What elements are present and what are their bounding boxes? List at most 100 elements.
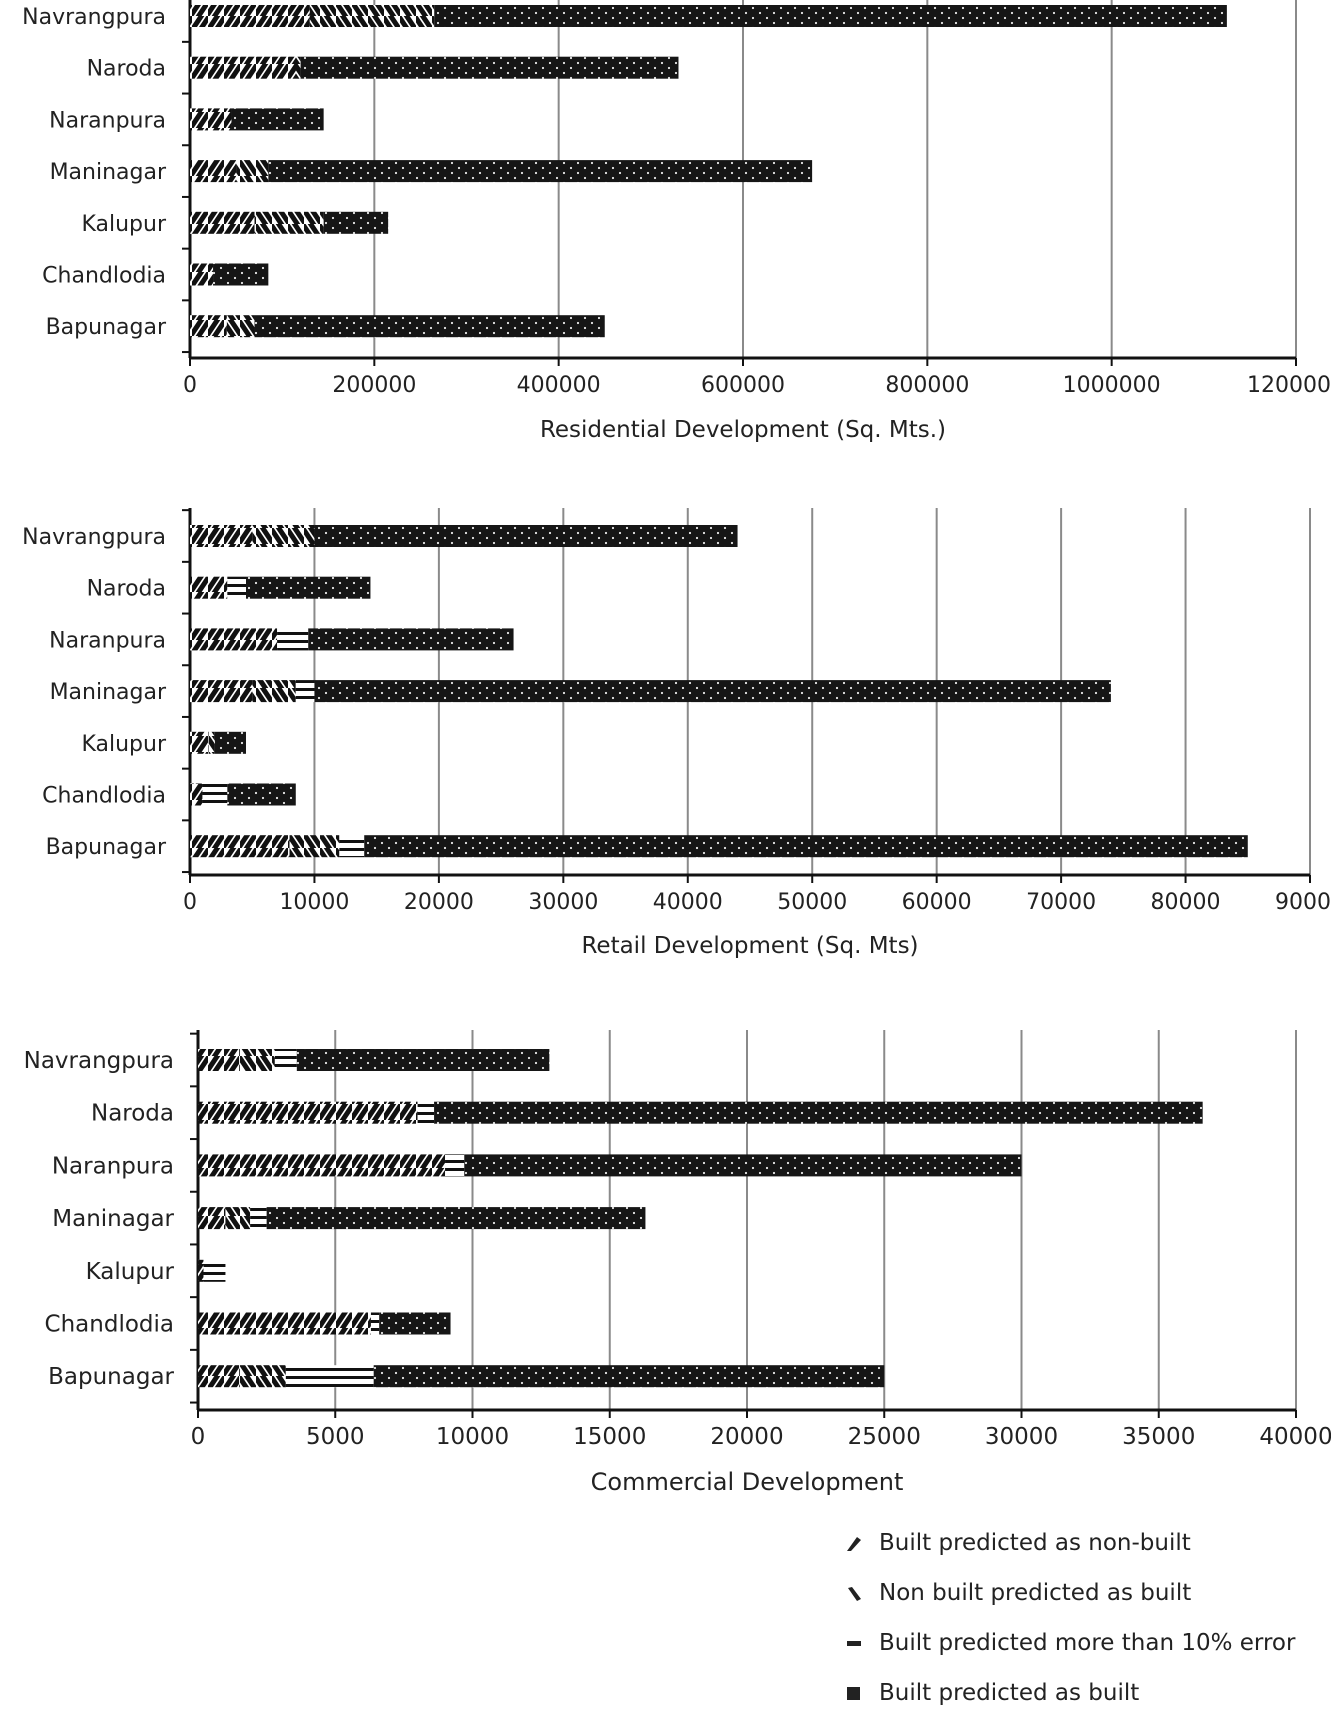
bar-segment-non-built [190,263,214,286]
bar-segment-non-built [190,680,253,703]
category-label: Chandlodia [42,784,166,809]
x-tick-label: 90000 [1275,890,1331,915]
bar-segment-non-built [198,1312,371,1335]
x-tick-label: 15000 [573,1424,646,1450]
legend-label: Built predicted more than 10% error [879,1630,1296,1656]
bar-segment-built-as-built [364,835,1248,858]
bar-segment-non-built-as-built [239,1365,286,1388]
bar-segment-non-built [198,1154,446,1177]
x-tick-label: 35000 [1122,1424,1195,1450]
category-label: Chandlodia [45,1312,174,1338]
x-tick-label: 400000 [517,373,601,398]
bar-segment-non-built-as-built [225,1207,251,1230]
x-tick-label: 10000 [279,890,349,915]
bar-segment-non-built-as-built [239,1049,275,1071]
bar-segment-built-as-built [373,1365,885,1388]
x-tick-label: 30000 [985,1424,1058,1450]
bar-segment-non-built-as-built [236,160,269,183]
legend-label: Built predicted as non-built [879,1530,1191,1556]
category-label: Naranpura [49,108,166,133]
bar-segment-error-10 [274,1049,297,1071]
legend: Built predicted as non-built Non built p… [845,1518,1315,1718]
category-label: Navrangpura [22,525,166,550]
bar-segment-built-as-built [231,108,324,131]
bar-segment-error-10 [250,1207,267,1230]
category-label: Bapunagar [46,315,167,340]
category-label: Naranpura [52,1153,174,1179]
chart-panel-1: 0 200000 400000 600000 800000 1000000 1200000 N… [22,0,1331,443]
bar-segment-error-10 [202,783,228,806]
bar-segment-non-built [190,160,237,183]
bar-segment-built-as-built [434,5,1227,27]
category-label: Maninagar [52,1206,174,1232]
x-tick-label: 0 [191,1424,206,1450]
x-tick-label: 80000 [1151,890,1221,915]
x-tick-label: 0 [183,890,197,915]
category-label: Kalupur [81,732,166,757]
chart-panel-2: 0 10000 20000 30000 40000 50000 60000 70000 8000… [22,508,1331,959]
category-label: Maninagar [50,680,167,705]
x-tick-label: 200000 [332,373,416,398]
bar-segment-non-built [198,1207,226,1230]
legend-label: Built predicted as built [879,1680,1140,1706]
category-label: Naroda [91,1101,174,1127]
bar-segment-error-10 [295,680,315,703]
bar-segment-non-built-as-built [254,211,324,234]
dash-icon [845,1634,871,1652]
bar-segment-error-10 [417,1101,435,1124]
bar-segment-non-built [190,731,209,754]
bar-segment-built-as-built [227,783,296,806]
x-tick-label: 1000000 [1063,373,1161,398]
bar-segment-error-10 [445,1154,465,1177]
square-icon [845,1684,871,1702]
bar-segment-non-built [190,783,203,806]
legend-item-built-as-built: Built predicted as built [845,1668,1315,1718]
backslash-icon [845,1584,871,1602]
bar-segment-non-built [190,576,228,599]
bar-segment-non-built-as-built [309,5,435,27]
bar-segment-built-as-built [379,1312,451,1335]
bar-segment-non-built-as-built [289,835,340,858]
bar-segment-built-as-built [254,315,605,338]
bar-segment-non-built [198,1101,418,1124]
x-tick-label: 600000 [701,373,785,398]
bar-segment-built-as-built [246,576,371,599]
bar-segment-non-built [190,211,255,234]
bar-segment-built-as-built [314,525,738,547]
bar-segment-non-built-as-built [208,731,215,754]
bar-segment-non-built [190,56,296,79]
bar-segment-non-built [190,835,290,858]
x-axis-title: Retail Development (Sq. Mts) [581,933,918,959]
category-label: Kalupur [86,1259,175,1285]
x-tick-label: 25000 [848,1424,921,1450]
x-tick-label: 20000 [404,890,474,915]
x-axis-title: Residential Development (Sq. Mts.) [540,417,946,443]
bar-segment-non-built [190,315,227,338]
bar-segment-error-10 [227,576,246,599]
legend-item-non-built-as-built: Non built predicted as built [845,1568,1315,1618]
bar-segment-built-as-built [300,56,679,79]
bar-segment-non-built [198,1365,240,1388]
bar-segment-non-built [190,628,278,651]
bar-segment-built-as-built [214,731,246,754]
x-tick-label: 40000 [1259,1424,1331,1450]
bar-segment-error-10 [203,1259,226,1282]
bar-segment-built-as-built [268,160,813,183]
x-tick-label: 800000 [885,373,969,398]
x-tick-label: 1200000 [1247,373,1331,398]
category-label: Naroda [87,577,166,602]
bar-segment-built-as-built [308,628,514,651]
bar-segment-built-as-built [464,1154,1022,1177]
x-tick-label: 5000 [306,1424,365,1450]
category-label: Bapunagar [48,1364,174,1390]
legend-label: Non built predicted as built [879,1580,1192,1606]
bar-segment-non-built [190,525,253,547]
figure: 020000040000060000080000010000001200000N… [22,0,1331,1496]
bar-segment-built-as-built [213,263,269,286]
legend-item-more-than-10-error: Built predicted more than 10% error [845,1618,1315,1668]
bar-segment-built-as-built [296,1049,550,1071]
bar-segment-non-built-as-built [252,680,296,703]
bar-segment-non-built-as-built [226,315,255,338]
category-label: Kalupur [81,212,166,237]
bar-segment-non-built-as-built [252,525,315,547]
